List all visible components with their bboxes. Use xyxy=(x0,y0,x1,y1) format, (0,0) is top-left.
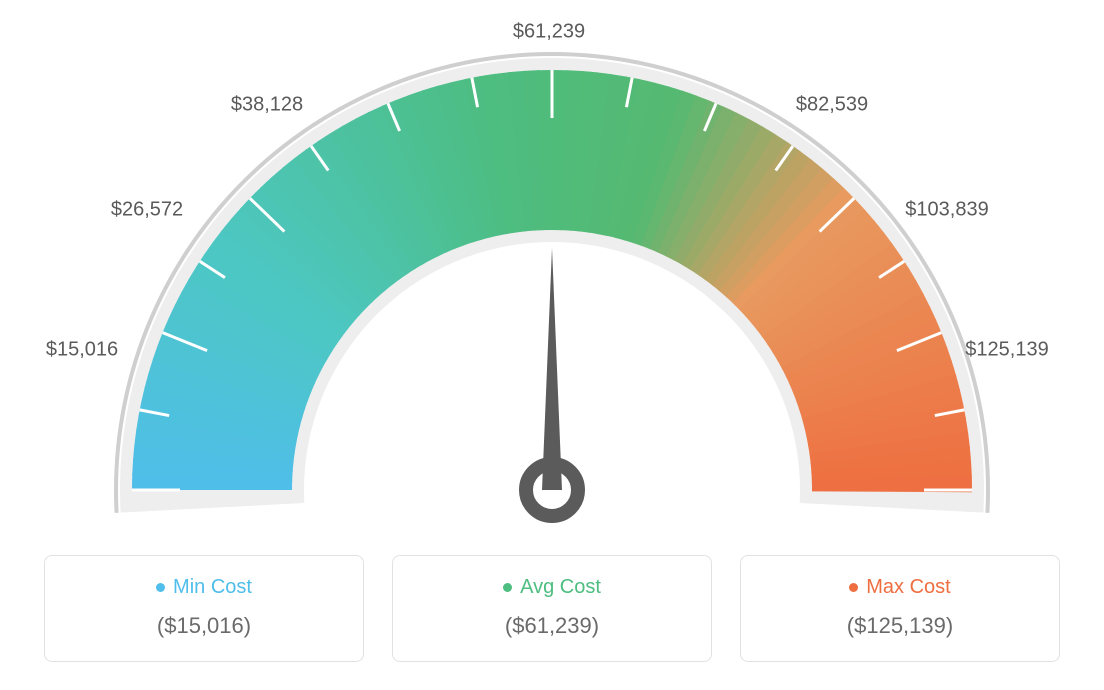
gauge-tick-label: $61,239 xyxy=(513,21,585,44)
avg-cost-title: Avg Cost xyxy=(393,576,711,599)
dot-icon xyxy=(849,583,858,592)
dot-icon xyxy=(503,583,512,592)
max-cost-card: Max Cost ($125,139) xyxy=(740,555,1060,662)
summary-cards: Min Cost ($15,016) Avg Cost ($61,239) Ma… xyxy=(44,555,1060,662)
min-cost-card: Min Cost ($15,016) xyxy=(44,555,364,662)
max-cost-title: Max Cost xyxy=(741,576,1059,599)
gauge-tick-label: $103,839 xyxy=(905,199,988,222)
gauge-tick-label: $15,016 xyxy=(46,339,118,362)
max-cost-value: ($125,139) xyxy=(741,613,1059,639)
gauge-chart: $15,016$26,572$38,128$61,239$82,539$103,… xyxy=(52,20,1052,540)
gauge-tick-label: $125,139 xyxy=(965,339,1048,362)
card-title-text: Avg Cost xyxy=(520,576,601,598)
min-cost-title: Min Cost xyxy=(45,576,363,599)
min-cost-value: ($15,016) xyxy=(45,613,363,639)
card-title-text: Min Cost xyxy=(173,576,252,598)
gauge-tick-label: $26,572 xyxy=(111,199,183,222)
dot-icon xyxy=(156,583,165,592)
avg-cost-card: Avg Cost ($61,239) xyxy=(392,555,712,662)
gauge-tick-label: $82,539 xyxy=(796,94,868,117)
gauge-tick-label: $38,128 xyxy=(231,94,303,117)
avg-cost-value: ($61,239) xyxy=(393,613,711,639)
card-title-text: Max Cost xyxy=(866,576,950,598)
gauge-svg xyxy=(52,20,1052,540)
